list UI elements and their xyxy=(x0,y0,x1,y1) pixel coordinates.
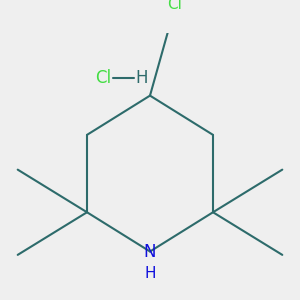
Text: Cl: Cl xyxy=(95,69,111,87)
Text: N: N xyxy=(144,242,156,260)
Text: H: H xyxy=(136,69,148,87)
Text: Cl: Cl xyxy=(167,0,182,12)
Text: H: H xyxy=(144,266,156,281)
